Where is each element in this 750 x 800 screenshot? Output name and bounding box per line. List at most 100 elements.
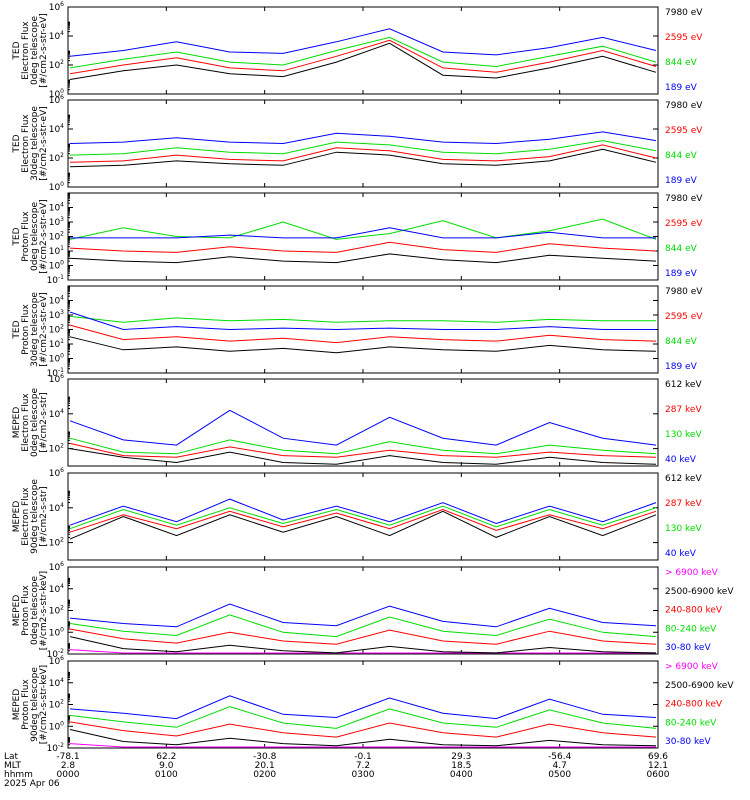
y-tick-label: 104 <box>49 502 64 514</box>
footer-value: 0100 <box>155 770 178 780</box>
date-label: 2025 Apr 06 <box>4 779 60 789</box>
footer-value: 0200 <box>253 770 276 780</box>
y-axis-title: TEDProton Flux0deg telescope[#/cm2-s-str… <box>12 199 49 274</box>
series-line-2 <box>69 39 657 75</box>
series-line-2 <box>69 508 657 533</box>
plot-frame <box>67 285 659 374</box>
series-line-3 <box>69 140 657 156</box>
legend-entry: 7980 eV <box>665 194 703 204</box>
series-line-4 <box>69 614 657 638</box>
y-tick-label: 104 <box>49 295 64 307</box>
legend-entry: 189 eV <box>665 83 698 93</box>
plot-frame <box>67 6 659 95</box>
y-tick-label: 100 <box>49 353 64 365</box>
footer-value: -30.8 <box>253 752 277 762</box>
y-tick-label: 100 <box>49 88 64 100</box>
legend-entry: 2595 eV <box>665 219 703 229</box>
y-tick-label: 103 <box>49 216 64 228</box>
footer-value: 7.2 <box>356 761 370 771</box>
series-line-2 <box>69 636 657 654</box>
footer-row-label: MLT <box>4 761 22 771</box>
legend-entry: > 6900 keV <box>665 662 719 672</box>
footer-value: 20.1 <box>255 761 275 771</box>
footer-value: -78.1 <box>56 752 79 762</box>
footer-axis-labels: Lat -78.1 62.2 -30.8 -0.1 29.3 -56.4 69.6 MLT 2.8… <box>4 752 670 789</box>
y-tick-label: 100 <box>49 626 64 638</box>
legend-entry: 130 keV <box>665 430 702 440</box>
y-axis-title: MEPEDProton Flux90deg telescope[#/cm2-s-… <box>12 665 49 744</box>
legend-entry: 2595 eV <box>665 33 703 43</box>
y-tick-label: 104 <box>49 30 64 42</box>
y-tick-label: 10-1 <box>47 274 65 286</box>
y-tick-label: 104 <box>49 123 64 135</box>
series-line-1 <box>69 510 657 540</box>
series-line-4 <box>69 311 656 331</box>
legend-entry: 844 eV <box>665 58 698 68</box>
series-line-3 <box>69 315 656 323</box>
y-tick-label: 102 <box>49 59 64 71</box>
y-axis-title: MEPEDElectron Flux90deg telescope[#/cm2-… <box>12 479 49 554</box>
series-line-2 <box>69 144 657 163</box>
footer-value: 9.0 <box>159 761 174 771</box>
y-tick-label: 102 <box>49 537 64 549</box>
series-line-2 <box>69 241 657 253</box>
series-line-3 <box>69 36 657 69</box>
legend-entry: 2500-6900 keV <box>665 681 734 691</box>
footer-value: 2.8 <box>61 761 76 771</box>
series-line-4 <box>69 28 657 57</box>
footer-value: 0000 <box>57 770 80 780</box>
y-tick-label: 104 <box>49 677 64 689</box>
footer-value: 12.1 <box>648 761 668 771</box>
y-tick-label: 102 <box>49 443 64 455</box>
y-axis-title: TEDElectron Flux30deg telescope[#/cm2-s-… <box>12 106 49 181</box>
footer-value: 0500 <box>548 770 571 780</box>
series-line-1 <box>69 148 657 168</box>
legend-entry: 7980 eV <box>665 8 703 18</box>
y-tick-label: 106 <box>49 655 64 667</box>
footer-value: 0300 <box>352 770 375 780</box>
footer-value: 18.5 <box>451 761 471 771</box>
y-tick-label: 102 <box>49 231 64 243</box>
series-line-3 <box>69 437 657 455</box>
legend-entry: 844 eV <box>665 244 698 254</box>
series-line-1 <box>69 448 657 465</box>
y-tick-label: 102 <box>49 605 64 617</box>
series-line-5 <box>69 603 657 628</box>
y-tick-label: 102 <box>49 152 64 164</box>
legend-entry: 30-80 keV <box>665 737 711 747</box>
y-tick-label: 101 <box>49 338 64 350</box>
y-tick-label: 102 <box>49 699 64 711</box>
footer-value: -0.1 <box>354 752 372 762</box>
y-tick-label: 106 <box>49 561 64 573</box>
footer-value: 29.3 <box>451 752 471 762</box>
y-tick-label: 106 <box>49 467 64 479</box>
series-line-4 <box>69 131 657 145</box>
y-axis-title: MEPEDElectron Flux0deg telescope[#/cm2-s… <box>12 388 49 458</box>
legend-entry: 844 eV <box>665 337 698 347</box>
series-line-3 <box>69 721 657 738</box>
legend-entry: 30-80 keV <box>665 643 711 653</box>
y-axis-title: MEPEDProton Flux0deg telescope[#/cm2-s-s… <box>12 571 49 650</box>
y-tick-label: 104 <box>49 408 64 420</box>
y-tick-label: 100 <box>49 720 64 732</box>
legend-entry: 2595 eV <box>665 126 703 136</box>
footer-value: 69.6 <box>648 752 668 762</box>
series-line-4 <box>70 227 656 239</box>
series-line-2 <box>69 324 657 344</box>
y-tick-label: 100 <box>49 181 64 193</box>
series-line-4 <box>69 706 657 729</box>
legend-entry: 287 keV <box>665 499 702 509</box>
legend-entry: 612 keV <box>665 380 702 390</box>
series-line-3 <box>69 218 657 240</box>
y-tick-label: 104 <box>49 583 64 595</box>
y-tick-label: 103 <box>49 309 64 321</box>
legend-entry: 240-800 keV <box>665 606 723 616</box>
legend-entry: 612 keV <box>665 474 702 484</box>
